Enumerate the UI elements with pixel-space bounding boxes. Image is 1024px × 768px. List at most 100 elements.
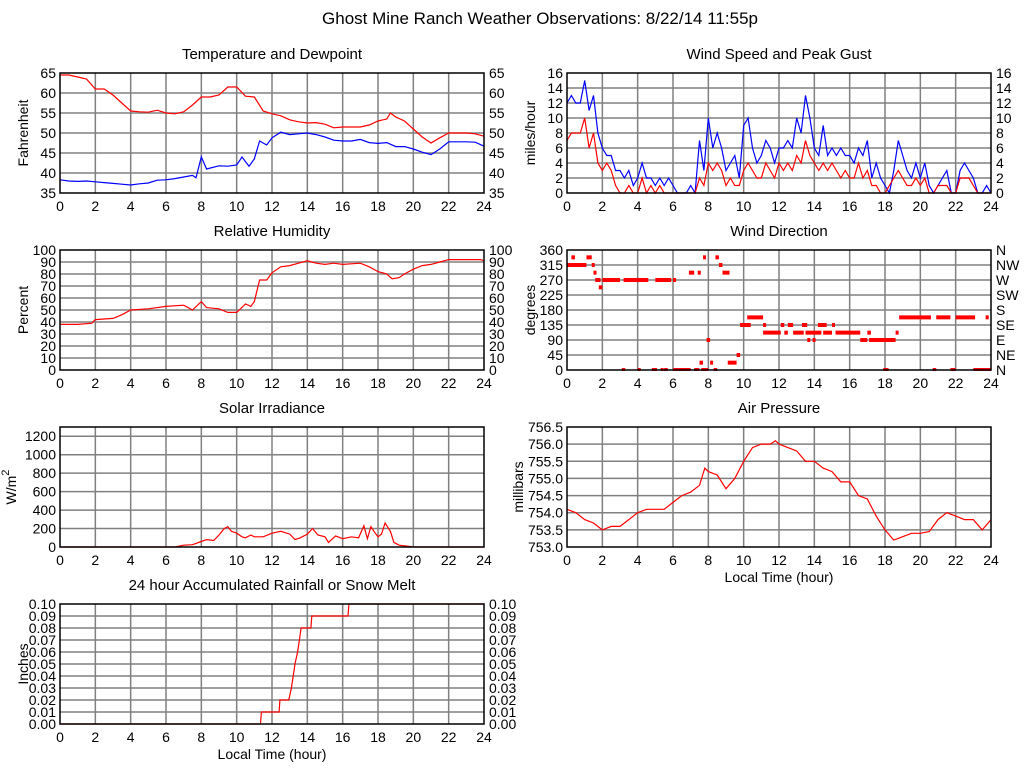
y-tick-label: 315 [540,257,564,273]
y-right-tick-label: S [996,302,1005,318]
y-axis-label: millibars [510,461,526,512]
y-right-tick-label: 0.02 [489,692,516,708]
x-tick-label: 16 [842,198,858,214]
x-tick-label: 22 [441,375,457,391]
x-tick-label: 4 [634,552,642,568]
x-tick-label: 20 [406,552,422,568]
x-tick-label: 14 [300,729,316,745]
y-tick-label: 45 [547,347,563,363]
x-tick-label: 0 [563,552,571,568]
y-tick-label: 55 [40,105,56,121]
y-right-tick-label: N [996,242,1006,258]
x-tick-label: 22 [948,375,964,391]
y-tick-label: 0.06 [29,644,56,660]
x-tick-label: 14 [807,198,823,214]
y-right-tick-label: 55 [489,105,505,121]
x-tick-label: 16 [335,552,351,568]
x-tick-label: 16 [842,552,858,568]
x-tick-label: 18 [877,198,893,214]
x-tick-label: 14 [300,375,316,391]
x-tick-label: 22 [948,198,964,214]
y-tick-label: 40 [40,165,56,181]
x-tick-label: 4 [634,375,642,391]
x-tick-label: 0 [56,198,64,214]
y-tick-label: 360 [540,242,564,258]
y-right-tick-label: 30 [489,326,505,342]
x-tick-label: 18 [370,198,386,214]
y-right-tick-label: 6 [996,140,1004,156]
x-tick-label: 20 [406,375,422,391]
x-tick-label: 0 [56,375,64,391]
x-tick-label: 20 [913,198,929,214]
y-right-tick-label: 35 [489,185,505,201]
y-axis-label: Percent [15,286,31,334]
x-tick-label: 2 [598,552,606,568]
y-tick-label: 0.09 [29,608,56,624]
x-tick-label: 0 [563,198,571,214]
y-right-tick-label: 70 [489,278,505,294]
plot-frame [59,72,485,194]
y-tick-label: 1200 [25,428,56,444]
x-tick-label: 24 [476,729,492,745]
x-tick-label: 4 [127,375,135,391]
y-right-tick-label: 4 [996,155,1004,171]
series-solar-irradiance-line [60,521,484,548]
y-right-tick-label: 60 [489,85,505,101]
y-tick-label: 90 [547,332,563,348]
y-tick-label: 755.5 [528,453,563,469]
y-right-tick-label: 0.07 [489,632,516,648]
y-right-tick-label: 80 [489,266,505,282]
y-right-tick-label: 90 [489,254,505,270]
series-group [60,259,484,325]
series-peak-gust-line [567,80,991,194]
x-tick-label: 12 [264,552,280,568]
y-right-tick-label: 0 [489,362,497,378]
x-tick-label: 16 [842,375,858,391]
main-title: Ghost Mine Ranch Weather Observations: 8… [322,9,758,28]
x-tick-label: 10 [736,375,752,391]
y-tick-label: 8 [555,125,563,141]
y-tick-label: 400 [33,502,57,518]
y-tick-label: 800 [33,465,57,481]
chart-title: Wind Direction [730,223,828,240]
y-right-tick-label: N [996,362,1006,378]
y-tick-label: 60 [40,290,56,306]
y-right-tick-label: 0.03 [489,680,516,696]
y-tick-label: 756.0 [528,436,563,452]
series-temperature-line [60,74,484,144]
y-right-tick-label: 0.01 [489,704,516,720]
x-tick-label: 12 [264,375,280,391]
x-tick-label: 6 [162,729,170,745]
x-tick-label: 20 [406,198,422,214]
x-tick-label: 6 [669,375,677,391]
x-tick-label: 20 [913,552,929,568]
y-tick-label: 1000 [25,447,56,463]
x-tick-label: 4 [127,198,135,214]
y-axis-label-superscript: 2 [0,470,12,476]
y-tick-label: 10 [547,110,563,126]
x-tick-label: 4 [127,729,135,745]
x-tick-label: 10 [229,375,245,391]
y-right-tick-label: 0.04 [489,668,516,684]
y-axis-label: degrees [522,285,538,336]
x-tick-label: 10 [736,198,752,214]
y-right-tick-label: 60 [489,290,505,306]
plot-frame [59,426,485,548]
y-tick-label: 135 [540,317,564,333]
chart-title: Temperature and Dewpoint [182,46,363,63]
x-tick-label: 16 [335,729,351,745]
x-tick-label: 8 [704,375,712,391]
plot-frame [59,249,485,371]
x-axis-label: Local Time (hour) [218,746,327,762]
x-tick-label: 2 [91,198,99,214]
y-right-tick-label: 8 [996,125,1004,141]
y-tick-label: 30 [40,326,56,342]
y-right-tick-label: 2 [996,170,1004,186]
x-tick-label: 8 [197,375,205,391]
y-tick-label: 20 [40,338,56,354]
y-tick-label: 0.01 [29,704,56,720]
x-tick-label: 20 [913,375,929,391]
x-tick-label: 20 [406,729,422,745]
x-tick-label: 24 [983,375,999,391]
